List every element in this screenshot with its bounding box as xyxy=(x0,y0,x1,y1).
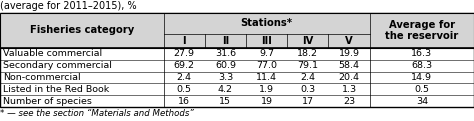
Bar xyxy=(0,13,474,48)
Text: 23: 23 xyxy=(343,97,355,106)
Bar xyxy=(164,13,370,34)
Text: 1.9: 1.9 xyxy=(259,85,274,94)
Text: 0.5: 0.5 xyxy=(177,85,191,94)
Text: 0.5: 0.5 xyxy=(414,85,429,94)
Text: 77.0: 77.0 xyxy=(256,61,277,70)
Text: 15: 15 xyxy=(219,97,231,106)
Bar xyxy=(0,13,164,48)
Text: 11.4: 11.4 xyxy=(256,73,277,82)
Text: Secondary commercial: Secondary commercial xyxy=(3,61,112,70)
Bar xyxy=(0,13,474,107)
Text: III: III xyxy=(261,36,272,46)
Text: 18.2: 18.2 xyxy=(297,49,319,58)
Text: 4.2: 4.2 xyxy=(218,85,233,94)
Text: Average for
the reservoir: Average for the reservoir xyxy=(385,20,458,41)
Text: Number of species: Number of species xyxy=(3,97,91,106)
Text: Stations*: Stations* xyxy=(241,19,292,29)
Text: 20.4: 20.4 xyxy=(338,73,360,82)
Text: IV: IV xyxy=(302,36,313,46)
Text: 2.4: 2.4 xyxy=(301,73,315,82)
Text: 68.3: 68.3 xyxy=(411,61,432,70)
Bar xyxy=(164,34,370,48)
Text: 60.9: 60.9 xyxy=(215,61,236,70)
Text: 9.7: 9.7 xyxy=(259,49,274,58)
Text: 58.4: 58.4 xyxy=(338,61,360,70)
Text: Valuable commercial: Valuable commercial xyxy=(3,49,102,58)
Text: 14.9: 14.9 xyxy=(411,73,432,82)
Text: 3.3: 3.3 xyxy=(218,73,233,82)
Text: 27.9: 27.9 xyxy=(173,49,195,58)
Text: 31.6: 31.6 xyxy=(215,49,236,58)
Text: 19.9: 19.9 xyxy=(338,49,360,58)
Text: 69.2: 69.2 xyxy=(173,61,195,70)
Text: (average for 2011–2015), %: (average for 2011–2015), % xyxy=(0,1,137,11)
Text: V: V xyxy=(345,36,353,46)
Text: 0.3: 0.3 xyxy=(301,85,315,94)
Text: I: I xyxy=(182,36,186,46)
Text: II: II xyxy=(222,36,229,46)
Bar xyxy=(370,13,474,48)
Text: Non-commercial: Non-commercial xyxy=(3,73,81,82)
Text: 1.3: 1.3 xyxy=(342,85,356,94)
Text: 16: 16 xyxy=(178,97,190,106)
Text: 79.1: 79.1 xyxy=(297,61,319,70)
Text: 19: 19 xyxy=(261,97,273,106)
Text: 34: 34 xyxy=(416,97,428,106)
Text: Listed in the Red Book: Listed in the Red Book xyxy=(3,85,109,94)
Text: * — see the section “Materials and Methods”: * — see the section “Materials and Metho… xyxy=(0,109,194,118)
Text: 16.3: 16.3 xyxy=(411,49,432,58)
Text: Fisheries category: Fisheries category xyxy=(30,26,134,35)
Text: 2.4: 2.4 xyxy=(177,73,191,82)
Text: 17: 17 xyxy=(302,97,314,106)
